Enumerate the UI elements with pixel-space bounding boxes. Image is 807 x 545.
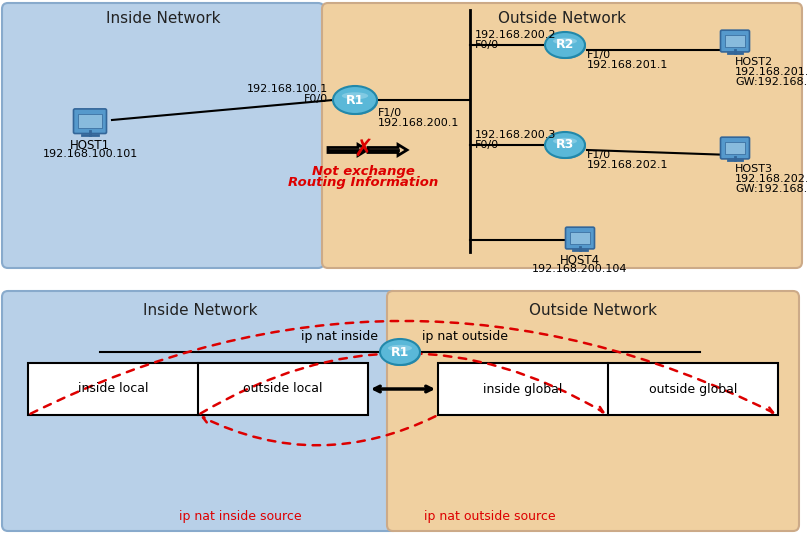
FancyBboxPatch shape bbox=[78, 114, 102, 128]
Text: HOST4: HOST4 bbox=[560, 254, 600, 267]
Text: ip nat inside: ip nat inside bbox=[301, 330, 378, 343]
FancyBboxPatch shape bbox=[721, 30, 750, 52]
Text: ✗: ✗ bbox=[353, 137, 373, 161]
Text: Routing Information: Routing Information bbox=[288, 176, 438, 189]
FancyBboxPatch shape bbox=[725, 142, 745, 154]
Ellipse shape bbox=[388, 345, 412, 352]
Text: 192.168.200.2: 192.168.200.2 bbox=[475, 30, 557, 40]
Text: Outside Network: Outside Network bbox=[498, 11, 626, 26]
FancyBboxPatch shape bbox=[438, 363, 778, 415]
FancyBboxPatch shape bbox=[570, 232, 590, 244]
Text: 192.168.200.1: 192.168.200.1 bbox=[378, 118, 459, 128]
Text: F0/0: F0/0 bbox=[475, 140, 499, 150]
Text: F1/0: F1/0 bbox=[378, 108, 402, 118]
Ellipse shape bbox=[546, 133, 586, 159]
FancyBboxPatch shape bbox=[73, 109, 107, 134]
Text: F1/0: F1/0 bbox=[587, 50, 611, 60]
Text: GW:192.168.201.1: GW:192.168.201.1 bbox=[735, 77, 807, 87]
Text: R3: R3 bbox=[556, 138, 574, 152]
Text: F0/0: F0/0 bbox=[475, 40, 499, 50]
Text: R2: R2 bbox=[556, 39, 575, 51]
Text: 192.168.200.104: 192.168.200.104 bbox=[533, 264, 628, 274]
Ellipse shape bbox=[342, 92, 368, 99]
Text: inside global: inside global bbox=[483, 383, 562, 396]
Text: outside global: outside global bbox=[649, 383, 737, 396]
Text: inside local: inside local bbox=[77, 383, 148, 396]
Text: Not exchange: Not exchange bbox=[312, 165, 415, 178]
FancyBboxPatch shape bbox=[725, 35, 745, 47]
Ellipse shape bbox=[381, 340, 421, 366]
Text: Outside Network: Outside Network bbox=[529, 303, 657, 318]
Text: ip nat outside source: ip nat outside source bbox=[424, 510, 556, 523]
Text: ip nat outside: ip nat outside bbox=[422, 330, 508, 343]
Text: 192.168.202.103: 192.168.202.103 bbox=[735, 174, 807, 184]
Text: F0/0: F0/0 bbox=[304, 94, 328, 104]
Text: Inside Network: Inside Network bbox=[106, 11, 220, 26]
Text: HOST1: HOST1 bbox=[70, 139, 110, 152]
Ellipse shape bbox=[545, 32, 585, 58]
Text: 192.168.100.1: 192.168.100.1 bbox=[247, 84, 328, 94]
Text: outside local: outside local bbox=[243, 383, 323, 396]
Text: 192.168.100.101: 192.168.100.101 bbox=[43, 149, 138, 159]
Text: R1: R1 bbox=[391, 346, 409, 359]
FancyBboxPatch shape bbox=[721, 137, 750, 159]
Ellipse shape bbox=[553, 138, 577, 144]
Text: 192.168.202.1: 192.168.202.1 bbox=[587, 160, 668, 170]
FancyBboxPatch shape bbox=[2, 291, 399, 531]
Text: ip nat inside source: ip nat inside source bbox=[178, 510, 301, 523]
Text: 192.168.201.1: 192.168.201.1 bbox=[587, 60, 668, 70]
Text: R1: R1 bbox=[346, 94, 364, 106]
FancyBboxPatch shape bbox=[2, 3, 324, 268]
Text: Inside Network: Inside Network bbox=[143, 303, 257, 318]
Ellipse shape bbox=[380, 339, 420, 365]
Text: 192.168.200.3: 192.168.200.3 bbox=[475, 130, 556, 140]
Text: HOST2: HOST2 bbox=[735, 57, 773, 67]
Ellipse shape bbox=[334, 87, 378, 115]
Ellipse shape bbox=[553, 38, 577, 44]
FancyBboxPatch shape bbox=[322, 3, 802, 268]
FancyBboxPatch shape bbox=[28, 363, 368, 415]
Text: 192.168.201.102: 192.168.201.102 bbox=[735, 67, 807, 77]
Text: F1/0: F1/0 bbox=[587, 150, 611, 160]
Ellipse shape bbox=[545, 132, 585, 158]
Ellipse shape bbox=[546, 33, 586, 59]
FancyBboxPatch shape bbox=[566, 227, 595, 249]
Text: HOST3: HOST3 bbox=[735, 164, 773, 174]
Ellipse shape bbox=[333, 86, 377, 114]
Text: GW:192.168.202.1: GW:192.168.202.1 bbox=[735, 184, 807, 194]
FancyBboxPatch shape bbox=[387, 291, 799, 531]
